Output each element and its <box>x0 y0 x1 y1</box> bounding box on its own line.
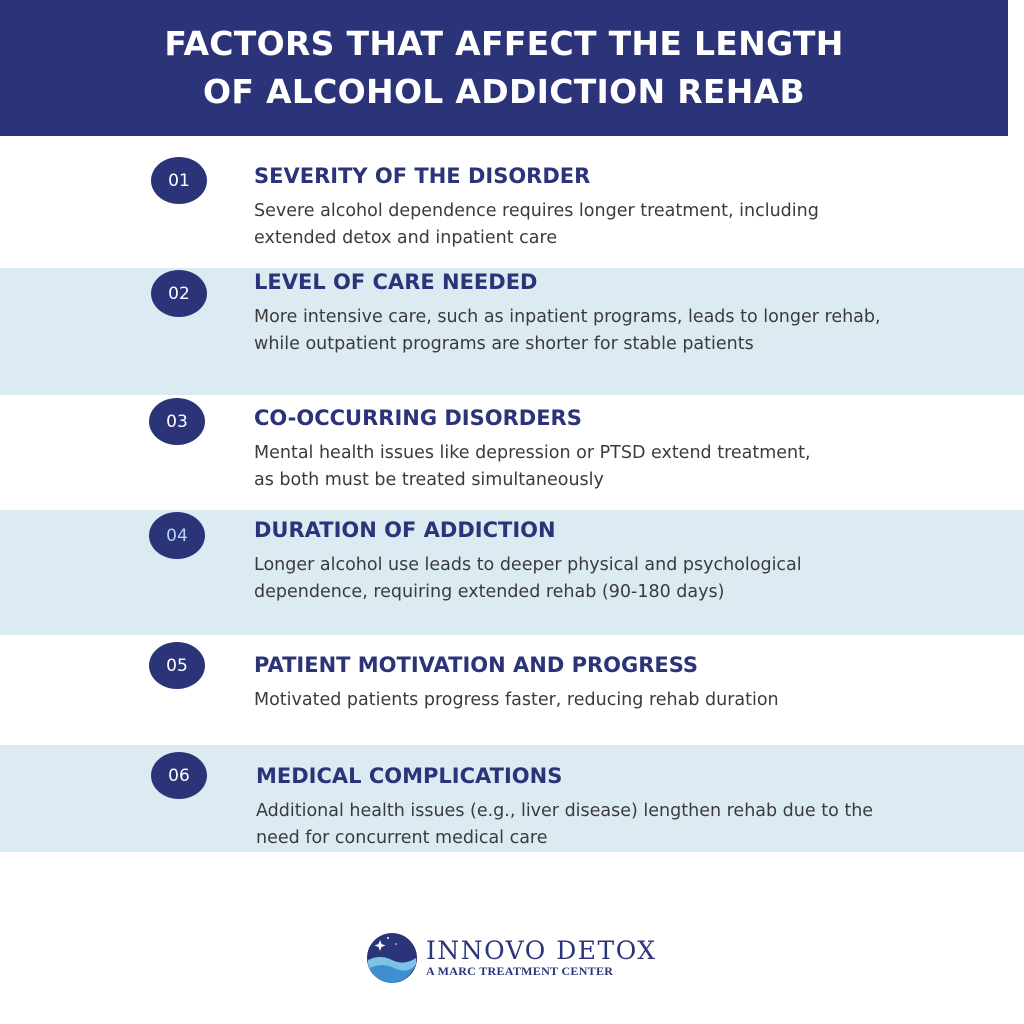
number-badge: 06 <box>151 752 207 799</box>
number-badge: 05 <box>149 642 205 689</box>
factor-item: PATIENT MOTIVATION AND PROGRESS Motivate… <box>254 651 914 714</box>
innovo-detox-logo: INNOVO DETOX A MARC TREATMENT CENTER <box>366 932 657 984</box>
factor-title: CO-OCCURRING DISORDERS <box>254 406 582 430</box>
header-banner: FACTORS THAT AFFECT THE LENGTH OF ALCOHOL… <box>0 0 1008 136</box>
title-line-2: OF ALCOHOL ADDICTION REHAB <box>203 72 805 111</box>
number-badge: 03 <box>149 398 205 445</box>
factor-title: DURATION OF ADDICTION <box>254 518 556 542</box>
factor-title: MEDICAL COMPLICATIONS <box>256 764 563 788</box>
factor-body: Mental health issues like depression or … <box>254 443 811 490</box>
factor-item: DURATION OF ADDICTION Longer alcohol use… <box>254 516 914 606</box>
page-title: FACTORS THAT AFFECT THE LENGTH OF ALCOHOL… <box>164 20 843 116</box>
factor-item: CO-OCCURRING DISORDERS Mental health iss… <box>254 404 914 494</box>
factor-body: Additional health issues (e.g., liver di… <box>256 801 874 848</box>
factor-item: MEDICAL COMPLICATIONS Additional health … <box>256 762 916 852</box>
title-line-1: FACTORS THAT AFFECT THE LENGTH <box>164 24 844 63</box>
factor-body: Longer alcohol use leads to deeper physi… <box>254 555 802 602</box>
logo-tagline: A MARC TREATMENT CENTER <box>426 963 614 978</box>
factor-title: LEVEL OF CARE NEEDED <box>254 270 538 294</box>
number-badge: 04 <box>149 512 205 559</box>
factor-item: SEVERITY OF THE DISORDER Severe alcohol … <box>254 162 914 252</box>
logo-name: INNOVO DETOX <box>426 935 657 965</box>
number-badge: 02 <box>151 270 207 317</box>
factor-title: SEVERITY OF THE DISORDER <box>254 164 591 188</box>
factor-title: PATIENT MOTIVATION AND PROGRESS <box>254 653 699 677</box>
factor-body: More intensive care, such as inpatient p… <box>254 307 881 354</box>
number-badge: 01 <box>151 157 207 204</box>
logo-emblem-icon <box>367 933 417 983</box>
factor-body: Motivated patients progress faster, redu… <box>254 690 779 710</box>
factor-item: LEVEL OF CARE NEEDED More intensive care… <box>254 268 914 358</box>
factor-body: Severe alcohol dependence requires longe… <box>254 201 819 248</box>
